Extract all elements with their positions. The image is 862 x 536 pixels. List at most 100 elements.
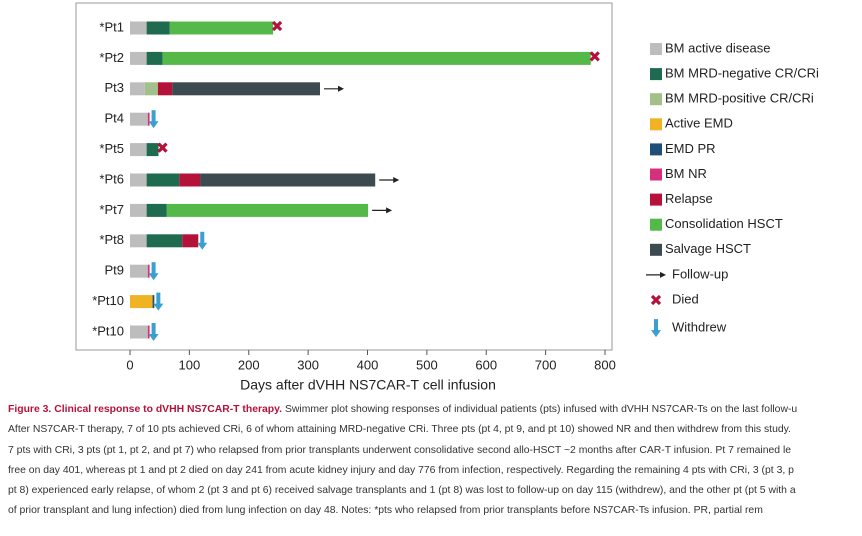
died-marker: [157, 142, 168, 153]
bar-segment: [166, 203, 369, 217]
caption-label: Figure 3. Clinical response to dVHH NS7C…: [8, 404, 283, 415]
bar-segment: [130, 143, 147, 157]
down-shaft: [151, 110, 156, 123]
bar-segment: [200, 173, 376, 187]
died-marker: [271, 20, 283, 32]
down-shaft: [654, 319, 658, 332]
y-tick-label: *Pt8: [99, 232, 124, 247]
bar-segment: [130, 325, 148, 339]
x-tick-label: 600: [475, 357, 497, 372]
legend-label: EMD PR: [665, 141, 716, 156]
legend-swatch: [650, 143, 662, 156]
caption-line: 7 pts with CRi, 3 pts (pt 1, pt 2, and p…: [8, 444, 792, 456]
bar-segment: [130, 203, 147, 217]
legend-swatch: [650, 118, 662, 131]
bar-segment: [146, 51, 163, 65]
follow-up-marker: [379, 177, 400, 183]
y-tick-label: Pt3: [104, 80, 124, 95]
bar-segment: [130, 234, 147, 248]
bar-segment: [146, 173, 180, 187]
y-tick-label: *Pt7: [99, 202, 124, 217]
withdrew-marker: [148, 323, 159, 341]
y-tick-label: *Pt10: [92, 293, 124, 308]
bar-segment: [130, 82, 145, 96]
bar-segment: [157, 82, 173, 96]
withdrew-marker: [197, 231, 208, 250]
y-tick-label: *Pt6: [99, 171, 124, 186]
caption-line: pt 8) experienced early relapse, of whom…: [8, 485, 796, 497]
y-tick-label: *Pt1: [99, 19, 124, 34]
down-shaft: [200, 231, 205, 244]
bar-segment: [144, 82, 158, 96]
caption: Figure 3. Clinical response to dVHH NS7C…: [8, 400, 862, 522]
legend-marker: [646, 271, 666, 278]
y-tick-label: *Pt10: [92, 323, 124, 338]
withdrew-marker: [153, 292, 164, 311]
bar-segment: [130, 51, 147, 65]
arrow-head: [338, 85, 344, 92]
legend-label: Active EMD: [665, 116, 733, 131]
bar-segment: [152, 295, 155, 309]
cross: [650, 294, 662, 306]
legend-swatch: [650, 168, 662, 181]
caption-text: Swimmer plot showing responses of indivi…: [284, 404, 798, 415]
arrow-head: [386, 207, 393, 214]
down-head: [197, 242, 208, 250]
bar-segment: [130, 173, 147, 187]
bar-segment: [130, 21, 147, 35]
bar-segment: [162, 51, 591, 65]
down-shaft: [151, 323, 156, 335]
legend-label: BM MRD-positive CR/CRi: [665, 91, 814, 106]
cross: [157, 142, 168, 153]
bar-segment: [130, 264, 148, 278]
x-tick-label: 400: [357, 357, 379, 372]
cross: [589, 51, 600, 62]
legend-marker: [651, 319, 661, 338]
x-axis-label: Days after dVHH NS7CAR-T cell infusion: [240, 377, 496, 393]
down-head: [651, 330, 661, 338]
bar-segment: [147, 325, 150, 339]
legend-label: BM MRD-negative CR/CRi: [665, 66, 819, 81]
caption-line: of prior transplant and lung infection) …: [8, 505, 763, 517]
bar-segment: [146, 203, 167, 217]
caption-line: free on day 401, whereas pt 1 and pt 2 d…: [8, 464, 794, 476]
x-tick-label: 200: [238, 357, 260, 372]
down-head: [148, 273, 159, 281]
legend-swatch: [650, 93, 662, 106]
y-tick-label: *Pt2: [99, 50, 124, 65]
legend-label: BM NR: [665, 166, 707, 181]
legend-label: Relapse: [665, 191, 713, 206]
x-tick-label: 700: [535, 357, 557, 372]
x-tick-label: 500: [416, 357, 438, 372]
bar-segment: [146, 143, 159, 157]
bar-segment: [147, 112, 150, 126]
arrow-head: [660, 271, 666, 278]
caption-line: Figure 3. Clinical response to dVHH NS7C…: [8, 400, 862, 420]
legend-swatch: [650, 68, 662, 81]
withdrew-marker: [148, 110, 159, 129]
plot-frame: [75, 2, 613, 351]
x-tick-label: 100: [179, 357, 201, 372]
legend-label: Salvage HSCT: [665, 241, 751, 256]
caption-line: After NS7CAR-T therapy, 7 of 10 pts achi…: [8, 424, 791, 436]
bar-segment: [182, 234, 199, 248]
legend-swatch: [650, 243, 662, 256]
bar-segment: [179, 173, 201, 187]
chart: Days after dVHH NS7CAR-T cell infusion 0…: [75, 2, 819, 393]
arrow-head: [393, 177, 400, 183]
legend-swatch: [650, 43, 662, 55]
bar-segment: [146, 234, 183, 248]
bar-segment: [147, 264, 150, 278]
x-tick-label: 300: [297, 357, 319, 372]
legend-swatch: [650, 218, 662, 231]
bar-segment: [130, 112, 148, 126]
x-tick-label: 0: [126, 357, 133, 372]
follow-up-marker: [372, 207, 393, 214]
legend-swatch: [650, 193, 662, 206]
down-shaft: [156, 292, 161, 305]
y-tick-label: Pt9: [104, 263, 124, 278]
y-tick-label: *Pt5: [99, 141, 124, 156]
down-head: [148, 334, 159, 341]
down-head: [148, 121, 159, 129]
